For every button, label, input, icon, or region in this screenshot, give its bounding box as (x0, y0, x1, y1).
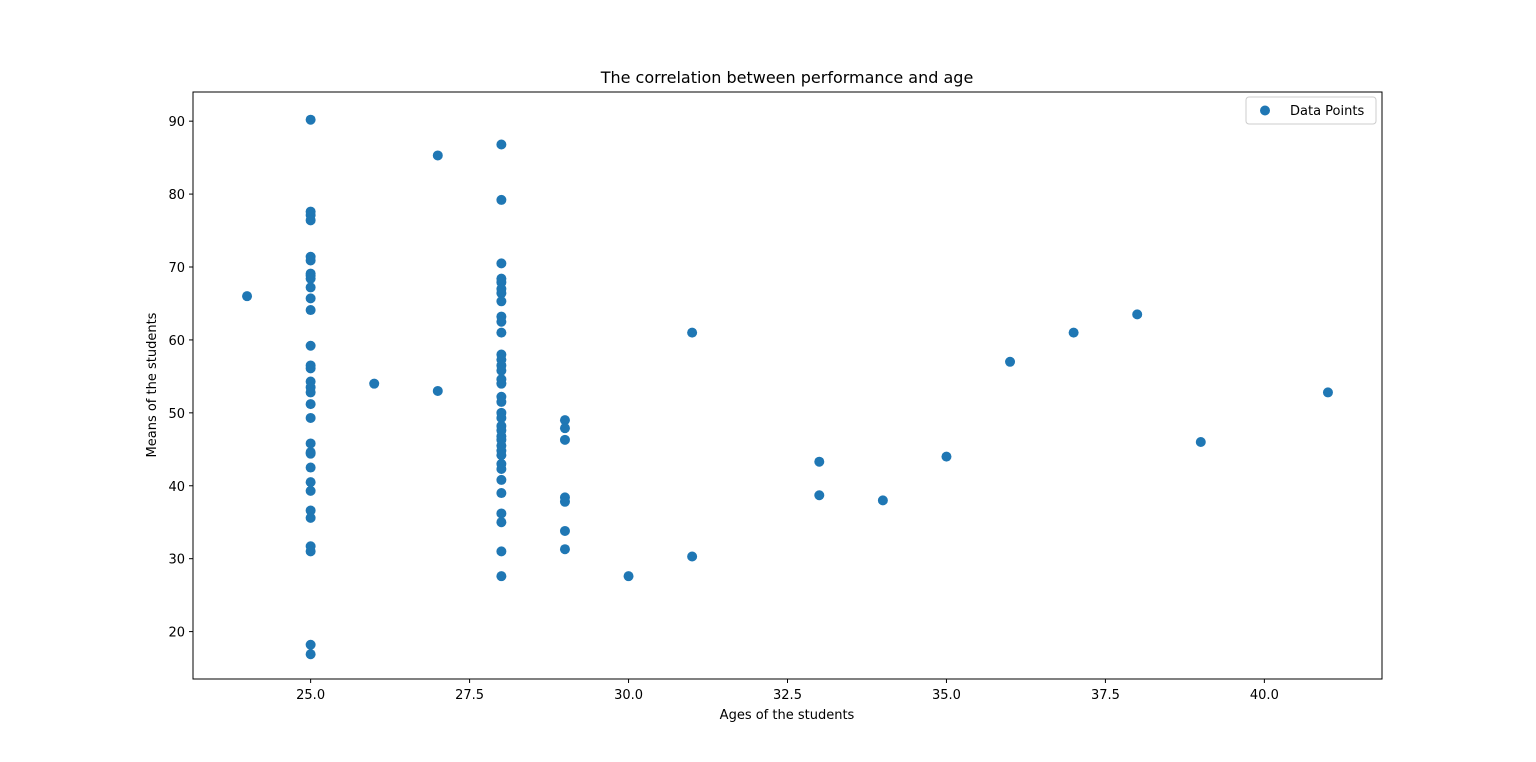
data-point (559, 525, 570, 536)
data-point (496, 258, 507, 269)
x-tick-label: 40.0 (1250, 688, 1279, 703)
data-point (305, 412, 316, 423)
data-point (814, 490, 825, 501)
data-point (496, 517, 507, 528)
data-point (496, 396, 507, 407)
y-tick-label: 40 (168, 480, 185, 495)
x-axis-label: Ages of the students (720, 708, 855, 723)
data-point (496, 571, 507, 582)
y-tick-label: 20 (168, 626, 185, 641)
data-point (432, 385, 443, 396)
data-point (1322, 387, 1333, 398)
data-point (496, 474, 507, 485)
data-point (496, 450, 507, 461)
data-point (305, 293, 316, 304)
data-point (1005, 356, 1016, 367)
data-point (814, 456, 825, 467)
data-point (496, 546, 507, 557)
data-point (559, 496, 570, 507)
data-point (242, 291, 253, 302)
y-tick-label: 60 (168, 334, 185, 349)
data-point (305, 215, 316, 226)
data-point (496, 288, 507, 299)
data-point (941, 451, 952, 462)
data-point (559, 423, 570, 434)
data-point (305, 512, 316, 523)
data-point (559, 544, 570, 555)
data-point (305, 546, 316, 557)
chart-title: The correlation between performance and … (600, 68, 974, 87)
data-point (496, 365, 507, 376)
data-point (305, 340, 316, 351)
x-tick-label: 30.0 (614, 688, 643, 703)
x-tick-label: 32.5 (773, 688, 802, 703)
data-point (1132, 309, 1143, 320)
data-point (305, 363, 316, 374)
data-point (496, 508, 507, 519)
x-tick-label: 27.5 (455, 688, 484, 703)
data-point (305, 649, 316, 660)
legend: Data Points (1245, 96, 1377, 125)
y-axis: 20 30 40 50 60 70 80 90 (168, 115, 193, 641)
y-tick-label: 30 (168, 553, 185, 568)
y-tick-label: 70 (168, 261, 185, 276)
data-point (496, 139, 507, 150)
data-point (305, 438, 316, 449)
data-point (687, 551, 698, 562)
data-point (496, 327, 507, 338)
data-point (305, 505, 316, 516)
data-point (305, 448, 316, 459)
data-point (496, 194, 507, 205)
data-point (559, 415, 570, 426)
data-point (496, 488, 507, 499)
data-point (687, 327, 698, 338)
data-point (305, 305, 316, 316)
data-point (432, 150, 443, 161)
y-tick-label: 80 (168, 188, 185, 203)
y-tick-label: 90 (168, 115, 185, 130)
data-point (305, 387, 316, 398)
data-point (496, 378, 507, 389)
data-point (496, 412, 507, 423)
data-point (559, 434, 570, 445)
data-point (1195, 437, 1206, 448)
x-tick-label: 37.5 (1091, 688, 1120, 703)
legend-box (1245, 96, 1377, 125)
data-point (305, 462, 316, 473)
data-point (623, 571, 634, 582)
data-point (305, 639, 316, 650)
data-point (496, 296, 507, 307)
x-tick-label: 25.0 (296, 688, 325, 703)
y-tick-label: 50 (168, 407, 185, 422)
plot-area-frame (192, 91, 1383, 680)
data-point (496, 463, 507, 474)
legend-marker (1260, 105, 1270, 116)
data-point (496, 316, 507, 327)
data-point (305, 477, 316, 488)
data-point (305, 485, 316, 496)
legend-label: Data Points (1290, 104, 1364, 119)
data-point (305, 255, 316, 266)
data-point (305, 114, 316, 125)
points-layer (242, 114, 1333, 660)
data-point (369, 378, 380, 389)
x-tick-label: 35.0 (932, 688, 961, 703)
data-point (1068, 327, 1079, 338)
data-point (305, 282, 316, 293)
data-point (305, 273, 316, 284)
x-axis: 25.0 27.5 30.0 32.5 35.0 37.5 40.0 (296, 679, 1279, 703)
data-point (877, 495, 888, 506)
y-axis-label: Means of the students (145, 312, 160, 457)
data-point (305, 399, 316, 410)
